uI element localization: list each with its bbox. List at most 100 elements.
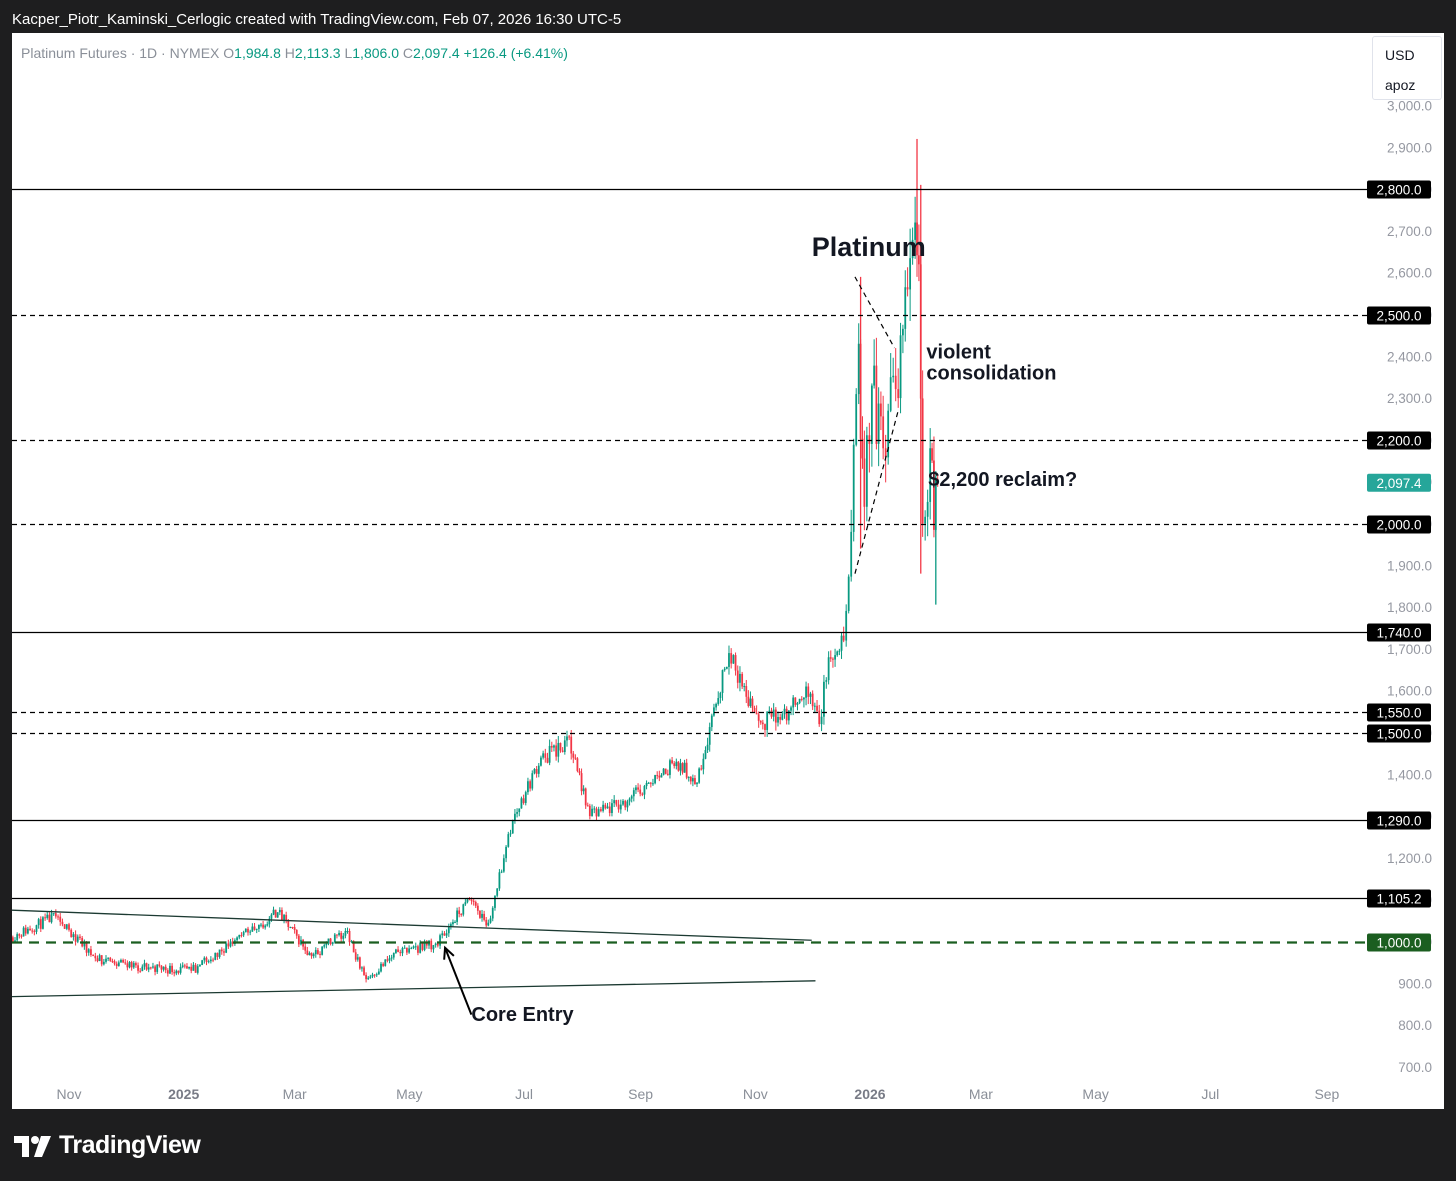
x-axis-tick-label: Nov bbox=[743, 1086, 768, 1102]
chart-annotation: Platinum bbox=[812, 232, 926, 262]
price-level-tag bbox=[1367, 431, 1431, 450]
candle-body bbox=[911, 239, 914, 259]
candle-body bbox=[128, 961, 131, 968]
currency-unit-selector[interactable]: USD apoz bbox=[1372, 36, 1442, 100]
candle-body bbox=[105, 958, 107, 962]
y-axis-tick-label: 800.0 bbox=[1398, 1018, 1432, 1033]
last-price-label: 2,097.4 bbox=[1376, 476, 1422, 491]
candle-body bbox=[613, 800, 616, 804]
candle-body bbox=[568, 736, 571, 738]
chart-annotation: violent bbox=[926, 341, 991, 363]
candle-body bbox=[468, 899, 471, 901]
candle-body bbox=[395, 949, 397, 953]
candle-body bbox=[622, 800, 624, 805]
candle-body bbox=[566, 736, 568, 741]
candle-body bbox=[790, 707, 792, 711]
candle-body bbox=[574, 757, 577, 759]
candle-body bbox=[615, 800, 618, 805]
low-label: L bbox=[344, 45, 353, 61]
candle-body bbox=[785, 708, 788, 721]
candle-body bbox=[85, 941, 88, 953]
price-level-tag bbox=[1367, 703, 1431, 722]
candle-body bbox=[212, 959, 214, 961]
candle-body bbox=[800, 698, 803, 700]
candle-body bbox=[249, 931, 252, 933]
x-axis-tick-label: Sep bbox=[628, 1086, 653, 1102]
candle-body bbox=[502, 858, 505, 872]
candle-body bbox=[894, 375, 897, 390]
candle-body bbox=[772, 709, 775, 717]
candle-body bbox=[511, 820, 514, 834]
candle-body bbox=[527, 781, 529, 793]
candle-body bbox=[352, 941, 355, 953]
candle-body bbox=[494, 895, 496, 908]
x-axis-tick-label: Sep bbox=[1314, 1086, 1339, 1102]
candle-body bbox=[262, 924, 264, 928]
candle-body bbox=[479, 910, 481, 918]
candle-body bbox=[281, 909, 283, 921]
candle-body bbox=[419, 942, 422, 953]
symbol-legend: Platinum Futures · 1D · NYMEX O1,984.8 H… bbox=[21, 45, 568, 61]
candle-body bbox=[649, 782, 652, 784]
candle-body bbox=[632, 790, 635, 797]
candle-body bbox=[229, 941, 232, 947]
candle-body bbox=[847, 576, 850, 611]
candle-body bbox=[522, 798, 525, 803]
candle-body bbox=[483, 913, 486, 920]
candle-body bbox=[70, 929, 73, 938]
candle-body bbox=[576, 758, 579, 771]
candle-body bbox=[325, 943, 328, 946]
low-value: 1,806.0 bbox=[352, 45, 399, 61]
candle-body bbox=[42, 917, 44, 929]
candle-body bbox=[723, 668, 726, 671]
unit-label[interactable]: apoz bbox=[1385, 77, 1416, 93]
candle-body bbox=[201, 960, 204, 965]
price-chart[interactable]: Nov 2025 Mar May Jul Sep Nov 2026 Mar May Jul Sep 70… bbox=[12, 33, 1444, 1109]
candle-body bbox=[264, 925, 267, 928]
candle-body bbox=[829, 657, 832, 659]
candle-body bbox=[654, 775, 656, 784]
candle-body bbox=[238, 934, 241, 938]
candle-body bbox=[755, 712, 758, 715]
chart-area[interactable]: Nov 2025 Mar May Jul Sep Nov 2026 Mar May Jul Sep 70… bbox=[12, 33, 1444, 1109]
candle-body bbox=[730, 653, 733, 664]
candle-body bbox=[753, 707, 756, 713]
x-axis-tick-label: Jul bbox=[1201, 1086, 1219, 1102]
y-axis-tick-label: 700.0 bbox=[1398, 1060, 1432, 1075]
candle-body bbox=[685, 762, 688, 778]
candle-body bbox=[98, 955, 101, 962]
candle-body bbox=[466, 899, 469, 903]
candle-body bbox=[297, 935, 300, 945]
candle-body bbox=[135, 963, 137, 966]
candle-body bbox=[439, 935, 441, 946]
candle-body bbox=[487, 922, 490, 926]
candle-body bbox=[725, 666, 728, 669]
candle-body bbox=[218, 949, 221, 957]
candle-body bbox=[12, 937, 14, 942]
triangle-trendline bbox=[12, 980, 816, 998]
candle-body bbox=[861, 438, 864, 459]
candle-body bbox=[175, 970, 178, 974]
high-value: 2,113.3 bbox=[294, 45, 341, 61]
candle-body bbox=[719, 692, 722, 699]
candle-body bbox=[617, 804, 620, 810]
candle-body bbox=[90, 949, 92, 956]
candle-body bbox=[781, 714, 784, 720]
candle-body bbox=[877, 403, 880, 444]
candle-body bbox=[346, 930, 349, 932]
candle-body bbox=[412, 946, 415, 949]
candle-body bbox=[244, 928, 247, 933]
candle-body bbox=[258, 924, 260, 929]
candle-body bbox=[761, 722, 764, 725]
y-axis-tick-label: 2,900.0 bbox=[1387, 140, 1432, 155]
currency-label[interactable]: USD bbox=[1385, 47, 1415, 63]
candle-body bbox=[485, 919, 488, 926]
entry-level-tag bbox=[1367, 933, 1431, 952]
candle-body bbox=[65, 924, 68, 929]
candle-body bbox=[369, 976, 372, 978]
candle-body bbox=[700, 768, 703, 770]
candle-body bbox=[323, 945, 326, 947]
candle-body bbox=[798, 698, 801, 704]
consolidation-trendline bbox=[854, 276, 895, 349]
candle-body bbox=[149, 967, 152, 969]
